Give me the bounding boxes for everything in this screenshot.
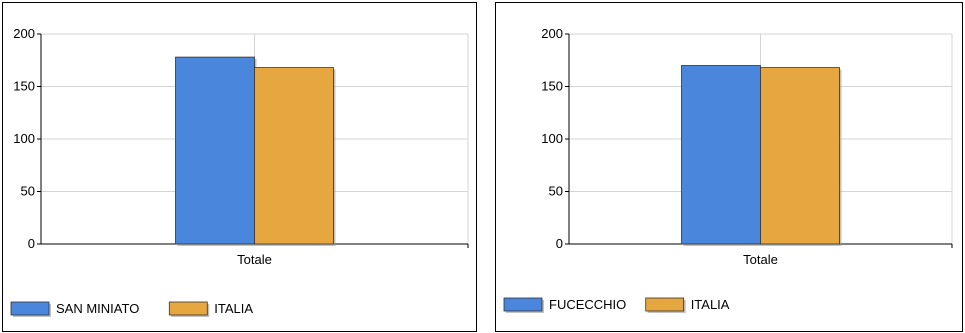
legend-swatch <box>503 297 543 312</box>
chart-panel-right: 0 50 100 150 200 Totale FUCECCHIO ITALIA <box>495 2 963 332</box>
x-tick-label: Totale <box>237 252 272 267</box>
bar-italia <box>760 67 840 245</box>
y-tick-label: 200 <box>541 26 563 41</box>
y-tick-label: 150 <box>541 79 563 94</box>
legend-swatch <box>168 301 208 316</box>
x-tick-label: Totale <box>743 252 778 267</box>
y-tick-label: 0 <box>556 236 563 251</box>
chart-panel-left: 0 50 100 150 200 Totale SAN MINIATO ITALIA <box>2 2 477 332</box>
y-tick-label: 150 <box>13 79 35 94</box>
bar-san-miniato <box>175 56 255 245</box>
bar-fucecchio <box>681 65 761 245</box>
legend-swatch <box>10 301 50 316</box>
bar-chart-right: 0 50 100 150 200 Totale FUCECCHIO ITALIA <box>503 26 953 313</box>
y-tick-label: 100 <box>13 131 35 146</box>
bar-italia <box>254 67 334 245</box>
bar-chart-left: 0 50 100 150 200 Totale SAN MINIATO ITALIA <box>10 26 469 317</box>
y-tick-label: 200 <box>13 26 35 41</box>
legend-label: FUCECCHIO <box>549 297 626 312</box>
y-tick-label: 50 <box>549 184 563 199</box>
y-tick-label: 0 <box>28 236 35 251</box>
y-tick-label: 100 <box>541 131 563 146</box>
legend-label: ITALIA <box>214 301 253 316</box>
y-tick-label: 50 <box>21 184 35 199</box>
legend-swatch <box>645 297 685 312</box>
legend-label: ITALIA <box>691 297 730 312</box>
legend-label: SAN MINIATO <box>56 301 139 316</box>
